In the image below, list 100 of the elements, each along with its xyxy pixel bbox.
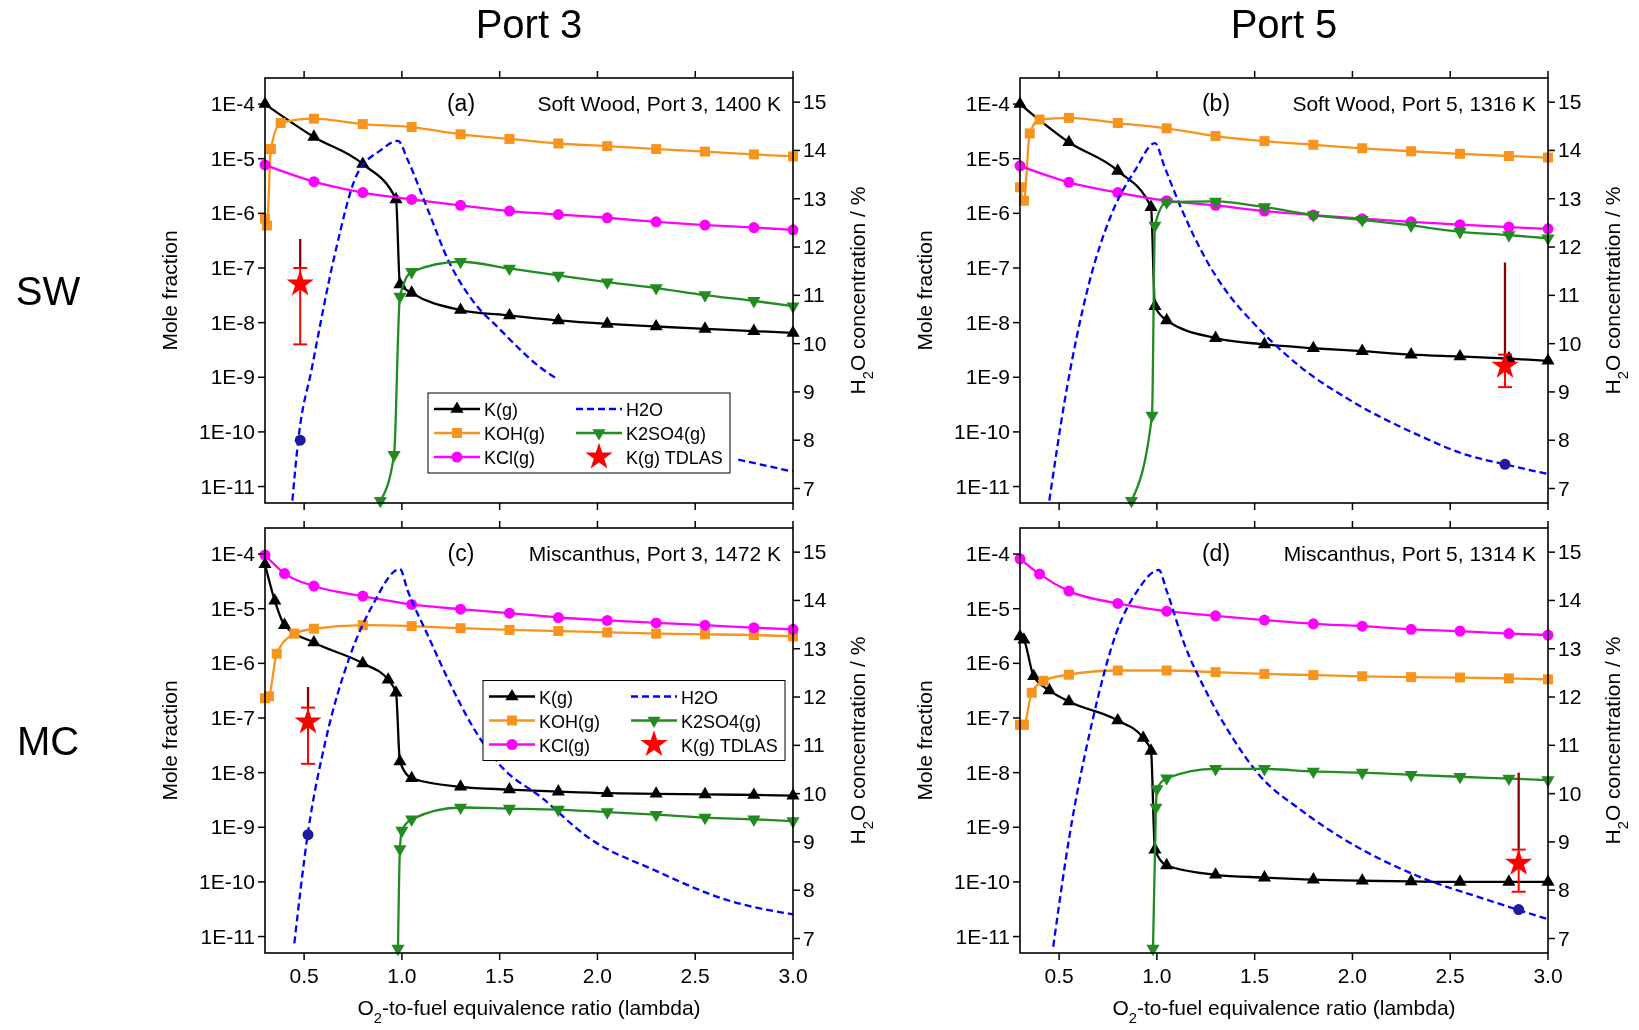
y-tick-label: 1E-10 <box>953 869 1010 893</box>
point <box>552 209 564 221</box>
point <box>1259 136 1270 147</box>
y-tick-label: 1E-11 <box>200 924 255 948</box>
point <box>1144 743 1158 755</box>
point <box>453 803 468 816</box>
x-tick-label: 2.0 <box>582 964 613 987</box>
point <box>1161 123 1172 134</box>
point <box>699 219 711 231</box>
point <box>308 176 320 188</box>
y2-tick-label: 9 <box>803 379 815 403</box>
text: SW <box>15 268 81 313</box>
point <box>275 118 286 129</box>
y-tick-label: 1E-8 <box>965 760 1010 784</box>
point <box>1258 614 1270 626</box>
legend-label: K(g) TDLAS <box>626 448 723 468</box>
point <box>1503 628 1515 640</box>
point <box>1038 675 1049 686</box>
point <box>502 264 517 277</box>
point <box>357 119 368 130</box>
point <box>503 205 515 217</box>
point <box>1112 597 1124 609</box>
y2-tick-label: 12 <box>803 685 827 709</box>
y2-tick-label: 8 <box>1558 428 1570 452</box>
y2-tick-label: 14 <box>803 588 827 612</box>
point <box>455 603 467 615</box>
point <box>699 619 711 631</box>
point <box>1024 128 1035 139</box>
y2-tick-label: 11 <box>803 283 825 307</box>
point <box>700 146 710 157</box>
point <box>1257 336 1272 349</box>
annotation: Soft Wood, Port 3, 1400 K <box>537 92 781 115</box>
x-tick-label: 2.5 <box>1435 964 1465 987</box>
point <box>395 826 409 839</box>
point <box>1307 618 1319 630</box>
point <box>1306 872 1320 884</box>
point <box>1161 605 1173 617</box>
y2-tick-label: 14 <box>1558 588 1582 612</box>
point <box>1208 330 1223 342</box>
y-axis-title: Mole fraction <box>158 230 181 351</box>
legend-label: H2O <box>681 687 719 708</box>
point <box>1404 347 1418 359</box>
point <box>455 199 467 211</box>
y2-tick-label: 13 <box>1558 636 1582 660</box>
point <box>393 292 407 305</box>
point <box>1503 673 1514 684</box>
y2-tick-label: 9 <box>1558 379 1570 403</box>
y-tick-label: 1E-7 <box>210 705 255 729</box>
point <box>455 623 466 634</box>
point <box>551 805 565 818</box>
y-tick-label: 1E-7 <box>210 255 255 279</box>
point <box>265 144 276 155</box>
point <box>747 815 761 827</box>
point <box>748 149 759 160</box>
point <box>747 297 761 309</box>
point <box>393 845 407 857</box>
y-tick-label: 1E-11 <box>200 474 255 498</box>
point <box>649 284 663 296</box>
point <box>1063 585 1075 597</box>
point <box>308 623 319 634</box>
point <box>601 614 613 626</box>
y-tick-label: 1E-9 <box>965 815 1010 839</box>
point <box>1063 176 1075 188</box>
annotation: (c) <box>447 540 475 566</box>
point <box>1136 730 1150 742</box>
point <box>1160 857 1174 870</box>
y-tick-label: 1E-7 <box>965 705 1010 729</box>
point <box>552 612 564 624</box>
point <box>553 138 564 149</box>
point <box>1210 610 1222 622</box>
x-tick-label: 1.0 <box>387 964 417 987</box>
annotation: (d) <box>1201 540 1231 566</box>
legend-label: KCl(g) <box>539 735 591 756</box>
x-tick-label: 0.5 <box>1044 964 1074 987</box>
legend-label: K(g) TDLAS <box>681 735 778 756</box>
point <box>357 187 369 199</box>
point <box>1063 112 1074 123</box>
annotation: (b) <box>1201 90 1231 116</box>
y2-tick-label: 15 <box>803 540 827 564</box>
annotation: Miscanthus, Port 5, 1314 K <box>1283 542 1536 565</box>
y2-tick-label: 11 <box>1558 733 1580 757</box>
point <box>1308 139 1319 150</box>
legend-label: KOH(g) <box>484 424 546 444</box>
y2-tick-label: 13 <box>1558 186 1582 210</box>
y-tick-label: 1E-10 <box>953 419 1010 443</box>
y2-tick-label: 10 <box>1558 331 1582 355</box>
legend-label: K2SO4(g) <box>626 424 707 444</box>
point <box>651 144 662 155</box>
text: MC <box>16 718 80 763</box>
y-tick-label: 1E-8 <box>210 760 255 784</box>
point <box>1356 620 1368 632</box>
point <box>1405 623 1417 635</box>
y2-tick-label: 8 <box>803 428 815 452</box>
point <box>1355 343 1369 355</box>
point <box>502 804 517 817</box>
point <box>1112 118 1123 129</box>
y2-tick-label: 8 <box>803 878 815 902</box>
x-tick-label: 0.5 <box>289 964 319 987</box>
legend-label: K(g) <box>539 687 574 708</box>
y-tick-label: 1E-8 <box>210 310 255 334</box>
